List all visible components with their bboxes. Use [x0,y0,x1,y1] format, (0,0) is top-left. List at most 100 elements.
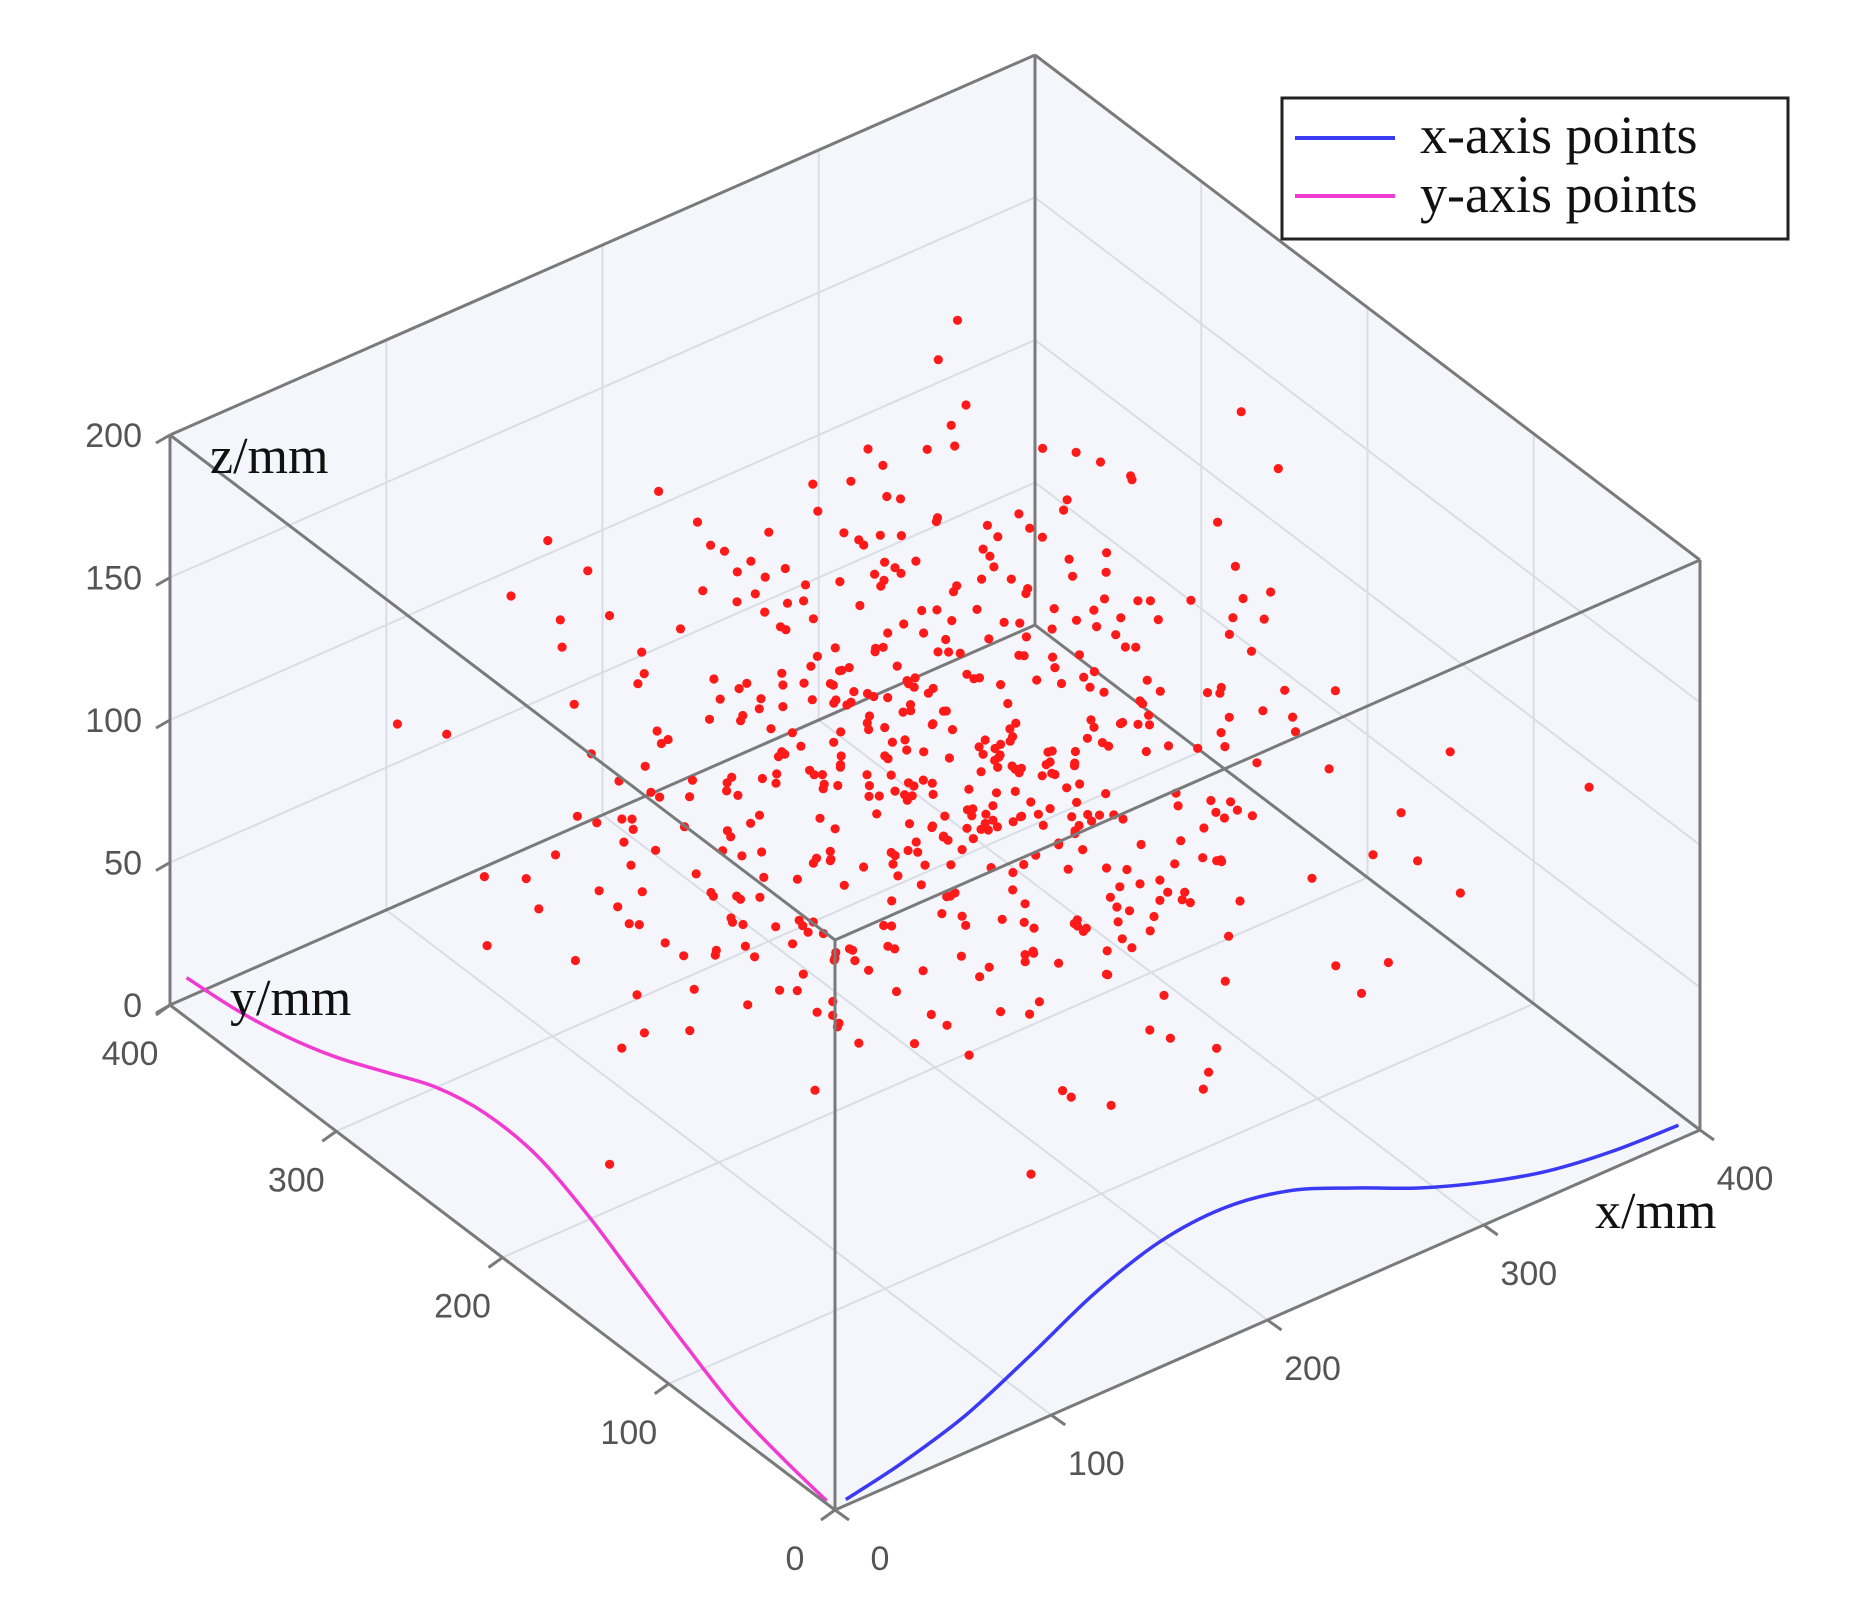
scatter-points [392,315,1594,1179]
scatter-point [879,920,889,931]
scatter-point [1145,1025,1155,1035]
scatter-point [1026,797,1036,807]
scatter-point [844,663,854,673]
scatter-point [746,556,756,566]
z-tick-label: 150 [85,560,142,598]
scatter-point [890,563,900,573]
scatter-point [1064,554,1074,564]
scatter-point [1131,642,1141,652]
scatter-point [1079,672,1089,682]
scatter-point [1032,675,1042,685]
scatter-point [1099,594,1110,604]
scatter-point [687,775,698,785]
scatter-point [1219,813,1229,823]
scatter-point [738,710,748,721]
scatter-point [859,540,869,550]
scatter-point [988,801,998,811]
scatter-point [878,460,888,470]
scatter-point [685,792,695,802]
x-axis-title: x/mm [1595,1183,1716,1240]
scatter-point [1078,845,1088,855]
scatter-point [572,811,583,821]
x-axis-points-curve [844,1123,1680,1501]
scatter-point [639,669,649,679]
scatter-point [1155,875,1165,885]
scatter-point [990,755,1000,766]
scatter-point [1045,804,1055,814]
scatter-point [996,680,1006,690]
scatter-point [920,860,930,870]
scatter-point [1445,747,1455,757]
legend-box [1280,96,1790,241]
scatter-point [771,778,781,788]
scatter-point [1455,888,1465,898]
scatter-point [692,517,703,527]
scatter-point [754,810,765,820]
scatter-point [1144,710,1154,720]
scatter-point [778,702,788,712]
scatter-point [1163,887,1173,897]
scatter-point [726,832,736,842]
scatter-point [909,682,919,692]
scatter-point [1011,718,1021,728]
scatter-point [1074,820,1084,831]
scatter-point [617,1043,627,1053]
scatter-point [794,915,804,925]
scatter-point [1020,957,1030,967]
legend: x-axis points y-axis points [1280,96,1790,241]
x-tick-mark [1699,1128,1715,1142]
scatter-point [977,574,987,584]
scatter-point [679,951,689,961]
scatter-point [1193,743,1203,753]
scatter-point [993,532,1003,542]
scatter-point [982,520,993,531]
scatter-point [627,814,637,824]
scatter-point [555,615,565,625]
scatter-point [1072,915,1082,925]
y-axis-points-curve [185,976,828,1503]
scatter-point [1145,596,1155,606]
scatter-point [1135,696,1145,706]
y-tick-mark [487,1256,504,1269]
scatter-point [1145,926,1155,936]
scatter-point [1062,783,1072,793]
scatter-point [1246,646,1257,656]
z-tick-label: 200 [85,417,142,455]
scatter-point [938,832,948,842]
z-tick-label: 0 [123,987,142,1025]
scatter-point [947,725,958,735]
scatter-point [628,824,638,835]
scatter-point [655,792,665,802]
scatter-point [1008,817,1018,827]
scatter-point [1224,931,1234,941]
scatter-point [862,688,873,699]
scatter-point [1186,595,1196,605]
scatter-point [999,617,1009,628]
scatter-point [733,790,743,801]
scatter-point [1113,917,1123,927]
scatter-point [812,1007,822,1017]
scatter-point [988,815,998,825]
scatter-point [569,699,579,709]
scatter-point [1224,712,1234,722]
scatter-point [1280,685,1290,695]
scatter-point [956,951,967,961]
scatter-point [952,315,963,325]
scatter-point [1584,782,1594,792]
scatter-point [974,742,984,752]
scatter-point [1049,604,1059,614]
scatter-point [975,972,985,982]
scatter-point [918,966,928,976]
scatter-point [1062,495,1072,505]
scatter-point [1383,957,1393,968]
scatter-point [835,577,845,587]
z-tick-label: 50 [104,845,142,883]
scatter-point [883,693,893,703]
scatter-point [902,745,912,755]
scatter-point [760,607,770,617]
scatter-point [743,1000,753,1010]
scatter-point [757,773,768,784]
scatter-point [1204,1067,1214,1077]
scatter-point [806,661,816,671]
scatter-point [1199,823,1209,833]
